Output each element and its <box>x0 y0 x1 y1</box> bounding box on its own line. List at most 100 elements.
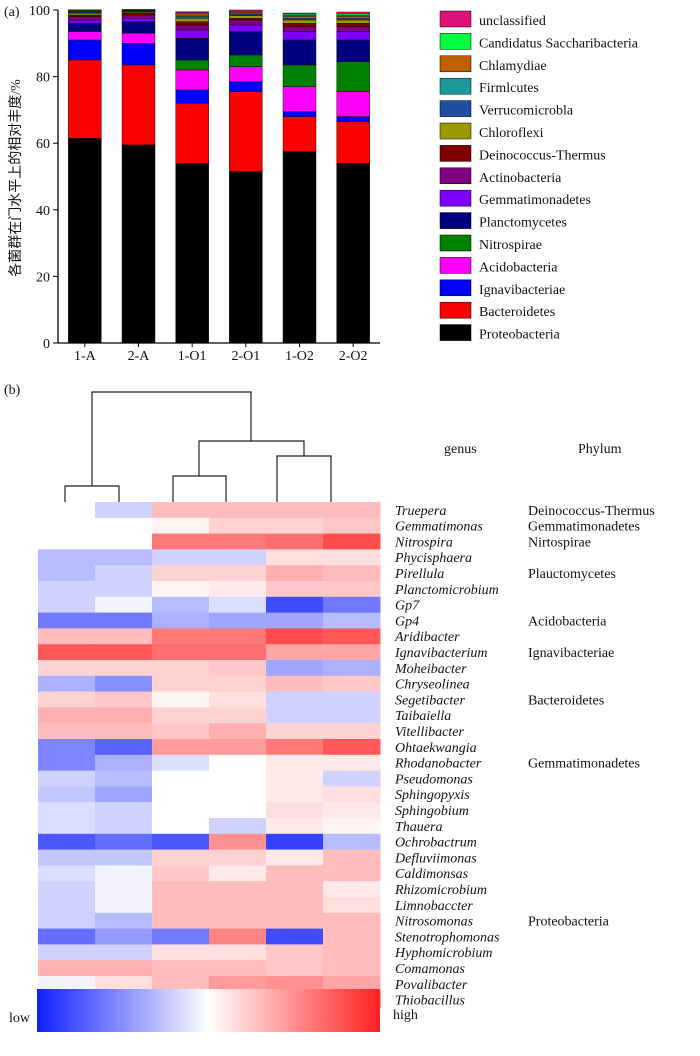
bar-segment <box>175 24 209 31</box>
bar-segment <box>175 103 209 164</box>
bar-segment <box>68 31 102 41</box>
heatmap-cell <box>38 581 96 598</box>
heatmap-cell <box>152 881 210 898</box>
heatmap-cell <box>38 897 96 914</box>
genus-label: Ohtaekwangia <box>395 741 477 756</box>
heatmap-cell <box>38 849 96 866</box>
heatmap-cell <box>323 707 381 724</box>
heatmap-cell <box>38 770 96 787</box>
heatmap-cell <box>95 960 153 977</box>
genus-label: Ignavibacterium <box>394 646 488 661</box>
heatmap-cell <box>95 723 153 740</box>
heatmap-cell <box>38 944 96 961</box>
heatmap-cell <box>209 865 267 882</box>
bar-segment <box>336 14 370 17</box>
legend-label: Gemmatimonadetes <box>479 193 591 208</box>
genus-label: Segetibacter <box>395 693 466 708</box>
heatmap-cell <box>323 660 381 677</box>
heatmap-cell <box>323 596 381 614</box>
bar-segment <box>175 16 209 19</box>
bar-segment <box>175 18 209 22</box>
heatmap-cell <box>95 770 153 787</box>
heatmap-cell <box>38 549 96 566</box>
heatmap-cell <box>38 912 96 930</box>
bar-segment <box>282 151 317 344</box>
legend-label: unclassified <box>479 14 546 29</box>
legend-label: Chloroflexi <box>479 126 544 141</box>
legend-label: Chlamydiae <box>479 59 547 74</box>
heatmap-cell <box>209 565 267 582</box>
heatmap-cell <box>95 581 153 598</box>
genus-label: Pseudomonas <box>394 772 473 787</box>
legend-swatch <box>439 279 472 297</box>
heatmap-cell <box>209 770 267 787</box>
x-tick-label: 1-A <box>74 349 97 364</box>
bar-segment <box>121 43 156 66</box>
heatmap-cell <box>323 770 381 787</box>
heatmap-cell <box>38 644 96 661</box>
genus-label: Truepera <box>395 504 446 519</box>
legend-swatch <box>439 10 472 28</box>
heatmap-cell <box>38 786 96 803</box>
phylum-label: Acidobacteria <box>528 614 607 629</box>
heatmap-cell <box>38 502 96 519</box>
heatmap-cell <box>38 565 96 582</box>
genus-label: Planctomicrobium <box>394 583 499 598</box>
y-axis-label: 各菌群在门水平上的相对丰度/% <box>8 79 24 277</box>
heatmap-cell <box>266 865 324 882</box>
panel-b-heatmap: (b) genus Phylum TrueperaGemmatimonasNit… <box>4 383 655 1033</box>
heatmap-cell <box>152 565 210 582</box>
heatmap-cell <box>95 596 153 614</box>
heatmap-cell <box>152 865 210 882</box>
bar-segment <box>175 162 209 344</box>
genus-label: Moheibacter <box>394 662 467 677</box>
heatmap-cell <box>95 691 153 708</box>
heatmap-cell <box>323 691 381 708</box>
heatmap-cell <box>209 581 267 598</box>
heatmap-cell <box>152 502 210 519</box>
heatmap-cell <box>323 849 381 866</box>
heatmap-cell <box>323 881 381 898</box>
bar-segment <box>229 171 263 344</box>
bar-segment <box>336 162 370 344</box>
y-tick-label: 100 <box>29 4 50 19</box>
bar-segment <box>68 59 102 139</box>
bar-segment <box>175 21 209 26</box>
genus-label: Gp4 <box>395 614 419 629</box>
phylum-label: Bacteroidetes <box>528 693 604 708</box>
heatmap-cell <box>152 976 210 993</box>
heatmap-cell <box>266 707 324 724</box>
heatmap-cell <box>38 754 96 772</box>
heatmap-cell <box>152 517 210 535</box>
x-tick-label: 1-O2 <box>285 349 314 364</box>
heatmap-cell <box>152 818 210 835</box>
heatmap-cells <box>38 502 381 1009</box>
bar-stacks <box>68 9 370 344</box>
heatmap-cell <box>266 581 324 598</box>
bar-segment <box>68 138 102 344</box>
legend-label: Ignavibacteriae <box>479 283 565 298</box>
y-tick-label: 0 <box>43 337 50 352</box>
bar-segment <box>282 116 317 152</box>
bar-segment <box>282 18 317 21</box>
bar-segment <box>175 29 209 39</box>
genus-label: Aridibacter <box>394 630 460 645</box>
bar-segment <box>229 31 263 56</box>
heatmap-cell <box>95 533 153 550</box>
heatmap-cell <box>152 707 210 724</box>
heatmap-cell <box>209 675 267 693</box>
legend: unclassified Candidatus Saccharibacteria C… <box>439 10 639 343</box>
phylum-label: Plauctomycetes <box>528 567 616 582</box>
bar-segment <box>336 31 370 41</box>
y-tick-label: 80 <box>36 71 50 86</box>
heatmap-cell <box>152 628 210 645</box>
heatmap-cell <box>266 517 324 535</box>
bar-segment <box>229 24 263 32</box>
heatmap-cell <box>95 944 153 961</box>
heatmap-cell <box>266 533 324 550</box>
heatmap-cell <box>152 754 210 772</box>
heatmap-cell <box>266 644 324 661</box>
heatmap-cell <box>152 739 210 756</box>
heatmap-cell <box>95 502 153 519</box>
